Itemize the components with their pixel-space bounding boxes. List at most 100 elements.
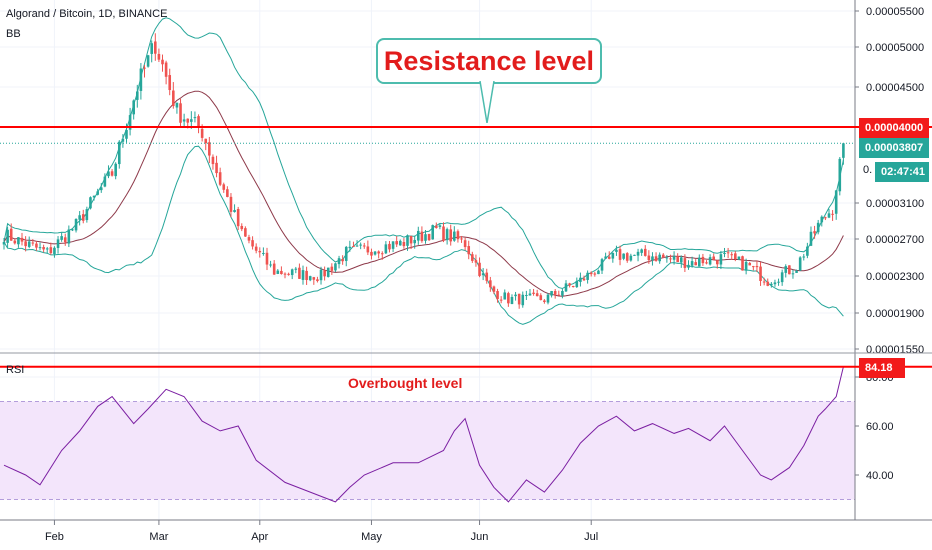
candle-body xyxy=(117,141,121,165)
candle-body xyxy=(672,255,676,260)
candle-body xyxy=(38,247,42,249)
candle-body xyxy=(831,213,834,215)
candle-body xyxy=(290,269,294,276)
candle-body xyxy=(247,237,251,241)
candle-body xyxy=(654,256,658,261)
candle-body xyxy=(712,256,716,260)
candle-body xyxy=(694,262,697,266)
candle-body xyxy=(154,41,157,54)
candle-body xyxy=(643,248,647,256)
candle-body xyxy=(600,259,604,271)
candle-body xyxy=(377,251,380,254)
candle-body xyxy=(435,225,438,228)
candle-body xyxy=(802,256,806,258)
candle-body xyxy=(770,283,773,286)
candle-body xyxy=(244,228,247,237)
candle-body xyxy=(319,269,323,281)
candle-body xyxy=(305,270,308,281)
candle-body xyxy=(71,229,74,231)
candle-body xyxy=(13,240,17,244)
candle-body xyxy=(330,266,334,271)
candle-body xyxy=(579,277,582,282)
candle-body xyxy=(535,293,539,297)
candle-body xyxy=(734,253,737,259)
candle-body xyxy=(543,300,546,302)
price-tick-label: 0.00002700 xyxy=(866,234,924,246)
candle-body xyxy=(809,231,813,246)
candle-body xyxy=(308,276,312,281)
candle-body xyxy=(485,272,489,281)
candle-body xyxy=(546,294,550,303)
candle-body xyxy=(571,286,575,288)
candle-body xyxy=(517,293,521,305)
candle-body xyxy=(222,184,226,190)
candle-body xyxy=(719,254,723,265)
candle-body xyxy=(53,247,56,255)
candle-body xyxy=(312,277,316,280)
candle-body xyxy=(67,229,71,244)
candle-body xyxy=(121,138,125,142)
candle-body xyxy=(424,234,427,241)
candle-body xyxy=(752,266,755,268)
candle-body xyxy=(499,299,503,301)
rsi-series xyxy=(3,366,844,503)
candle-body xyxy=(204,138,208,144)
candle-body xyxy=(827,213,831,218)
candle-body xyxy=(463,240,467,248)
candle-body xyxy=(413,239,416,244)
candle-body xyxy=(615,249,618,252)
levels xyxy=(0,126,932,368)
candle-body xyxy=(636,251,640,256)
time-tick-label: Jul xyxy=(584,531,598,543)
candle-body xyxy=(409,235,413,244)
candle-body xyxy=(233,210,236,213)
candle-body xyxy=(276,270,280,274)
candle-body xyxy=(81,214,85,221)
candle-body xyxy=(842,143,845,158)
candle-body xyxy=(795,270,798,273)
candle-body xyxy=(74,218,78,231)
candle-body xyxy=(2,242,6,245)
candle-body xyxy=(236,209,240,227)
candle-body xyxy=(125,129,128,139)
candle-body xyxy=(355,245,359,247)
candle-body xyxy=(420,231,424,242)
candle-body xyxy=(334,263,337,271)
price-tick-label: 0.00003100 xyxy=(866,198,924,210)
candle-body xyxy=(164,62,168,77)
candle-body xyxy=(427,233,431,241)
candle-body xyxy=(593,273,597,275)
candle-body xyxy=(708,257,712,265)
candle-body xyxy=(85,209,89,221)
candle-body xyxy=(723,253,726,255)
candle-body xyxy=(730,254,734,256)
candle-body xyxy=(42,247,45,250)
candle-body xyxy=(287,273,290,275)
candle-body xyxy=(478,262,481,276)
candle-body xyxy=(78,215,81,220)
rsi-line xyxy=(3,366,844,503)
candle-body xyxy=(406,235,409,246)
candle-body xyxy=(629,255,633,261)
candle-body xyxy=(633,254,636,256)
candle-body xyxy=(442,226,445,241)
candle-body xyxy=(489,280,492,288)
candle-body xyxy=(103,176,107,187)
price-tick-label: 0.00004500 xyxy=(866,82,924,94)
candle-body xyxy=(114,163,117,177)
candle-body xyxy=(532,292,535,294)
candle-body xyxy=(460,238,463,240)
candle-body xyxy=(402,241,406,247)
candle-body xyxy=(777,281,780,283)
time-tick-label: Jun xyxy=(471,531,489,543)
candle-body xyxy=(348,246,352,249)
candle-body xyxy=(132,100,135,115)
candle-body xyxy=(449,229,453,242)
rsi-band-fill xyxy=(0,401,855,500)
symbol-title: Algorand / Bitcoin, 1D, BINANCE xyxy=(6,8,168,20)
candle-body xyxy=(514,294,517,297)
candle-body xyxy=(395,241,398,245)
candle-body xyxy=(481,273,485,276)
candle-body xyxy=(791,273,795,275)
candle-body xyxy=(748,262,752,266)
